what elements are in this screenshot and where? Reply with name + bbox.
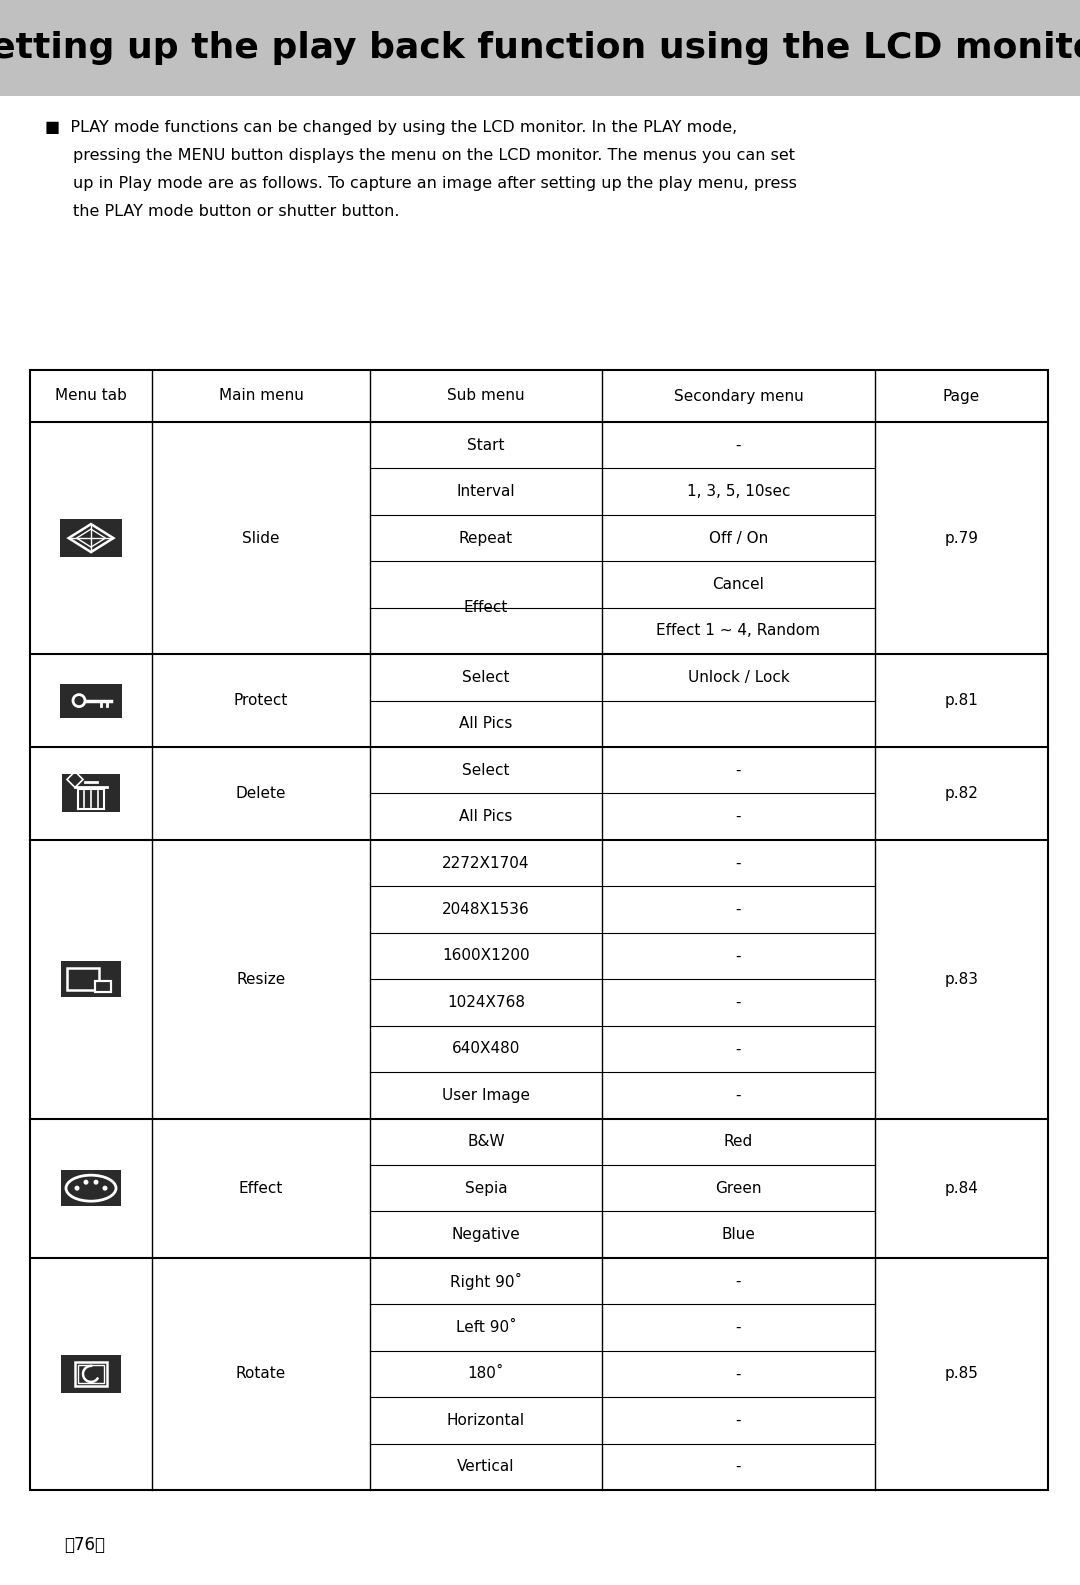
Text: p.81: p.81 bbox=[945, 693, 978, 708]
Text: ■  PLAY mode functions can be changed by using the LCD monitor. In the PLAY mode: ■ PLAY mode functions can be changed by … bbox=[45, 120, 738, 135]
Text: 2272X1704: 2272X1704 bbox=[442, 856, 530, 870]
Ellipse shape bbox=[83, 1179, 89, 1184]
Text: -: - bbox=[735, 1041, 741, 1056]
Text: -: - bbox=[735, 1412, 741, 1428]
Text: Repeat: Repeat bbox=[459, 531, 513, 545]
Text: Sub menu: Sub menu bbox=[447, 388, 525, 404]
Text: 1024X768: 1024X768 bbox=[447, 995, 525, 1010]
Text: -: - bbox=[735, 437, 741, 453]
Bar bbox=[30, 369, 1048, 1490]
Text: p.85: p.85 bbox=[945, 1366, 978, 1382]
Text: Negative: Negative bbox=[451, 1227, 521, 1243]
Ellipse shape bbox=[103, 1186, 108, 1190]
Text: Red: Red bbox=[724, 1135, 753, 1149]
Text: Protect: Protect bbox=[233, 693, 288, 708]
Text: 1600X1200: 1600X1200 bbox=[442, 948, 530, 964]
Bar bbox=[67, 968, 99, 991]
Text: All Pics: All Pics bbox=[459, 810, 513, 824]
Bar bbox=[95, 981, 111, 992]
Text: p.82: p.82 bbox=[945, 786, 978, 800]
Text: -: - bbox=[735, 762, 741, 778]
Text: -: - bbox=[735, 810, 741, 824]
Bar bbox=[60, 1170, 121, 1206]
Text: 640X480: 640X480 bbox=[451, 1041, 521, 1056]
Text: the PLAY mode button or shutter button.: the PLAY mode button or shutter button. bbox=[73, 204, 400, 219]
Text: User Image: User Image bbox=[442, 1087, 530, 1103]
Text: Sepia: Sepia bbox=[464, 1181, 508, 1195]
Text: -: - bbox=[735, 856, 741, 870]
Text: Blue: Blue bbox=[721, 1227, 755, 1243]
Text: Vertical: Vertical bbox=[457, 1460, 515, 1474]
Text: Effect 1 ~ 4, Random: Effect 1 ~ 4, Random bbox=[657, 623, 821, 639]
Bar bbox=[60, 683, 122, 718]
Text: -: - bbox=[735, 1460, 741, 1474]
Text: Rotate: Rotate bbox=[235, 1366, 286, 1382]
Text: Interval: Interval bbox=[457, 483, 515, 499]
Text: 2048X1536: 2048X1536 bbox=[442, 902, 530, 918]
Bar bbox=[60, 961, 121, 997]
Ellipse shape bbox=[94, 1179, 98, 1184]
Text: Right 90˚: Right 90˚ bbox=[450, 1273, 522, 1290]
Bar bbox=[60, 518, 122, 556]
Text: p.84: p.84 bbox=[945, 1181, 978, 1195]
Text: Effect: Effect bbox=[239, 1181, 283, 1195]
Text: Resize: Resize bbox=[237, 972, 285, 987]
Text: Select: Select bbox=[462, 670, 510, 685]
Text: All Pics: All Pics bbox=[459, 716, 513, 731]
Bar bbox=[75, 1362, 107, 1385]
Bar bbox=[0, 0, 1080, 97]
Bar bbox=[95, 981, 111, 992]
Text: Delete: Delete bbox=[235, 786, 286, 800]
Bar bbox=[78, 1365, 104, 1384]
Text: Left 90˚: Left 90˚ bbox=[456, 1320, 516, 1335]
Text: -: - bbox=[735, 902, 741, 918]
Text: Main menu: Main menu bbox=[218, 388, 303, 404]
Text: Unlock / Lock: Unlock / Lock bbox=[688, 670, 789, 685]
Text: 《76》: 《76》 bbox=[65, 1536, 106, 1553]
Text: B&W: B&W bbox=[468, 1135, 504, 1149]
Text: -: - bbox=[735, 948, 741, 964]
Text: -: - bbox=[735, 1087, 741, 1103]
Text: 180˚: 180˚ bbox=[468, 1366, 504, 1382]
Text: Off / On: Off / On bbox=[708, 531, 768, 545]
Text: Cancel: Cancel bbox=[713, 577, 765, 593]
Text: Slide: Slide bbox=[242, 531, 280, 545]
Text: -: - bbox=[735, 1320, 741, 1335]
Text: Page: Page bbox=[943, 388, 981, 404]
Text: Green: Green bbox=[715, 1181, 761, 1195]
Text: Horizontal: Horizontal bbox=[447, 1412, 525, 1428]
Text: -: - bbox=[735, 995, 741, 1010]
Text: p.79: p.79 bbox=[945, 531, 978, 545]
Text: Secondary menu: Secondary menu bbox=[674, 388, 804, 404]
Bar bbox=[60, 1355, 121, 1393]
Text: Start: Start bbox=[468, 437, 504, 453]
Text: Setting up the play back function using the LCD monitor: Setting up the play back function using … bbox=[0, 32, 1080, 65]
Text: Select: Select bbox=[462, 762, 510, 778]
Text: -: - bbox=[735, 1366, 741, 1382]
Text: Menu tab: Menu tab bbox=[55, 388, 127, 404]
Ellipse shape bbox=[75, 1186, 80, 1190]
Text: up in Play mode are as follows. To capture an image after setting up the play me: up in Play mode are as follows. To captu… bbox=[73, 176, 797, 192]
Text: pressing the MENU button displays the menu on the LCD monitor. The menus you can: pressing the MENU button displays the me… bbox=[73, 147, 795, 163]
Text: p.83: p.83 bbox=[945, 972, 978, 987]
Text: 1, 3, 5, 10sec: 1, 3, 5, 10sec bbox=[687, 483, 791, 499]
Text: -: - bbox=[735, 1273, 741, 1289]
Bar bbox=[62, 775, 120, 813]
Text: Effect: Effect bbox=[463, 601, 509, 615]
